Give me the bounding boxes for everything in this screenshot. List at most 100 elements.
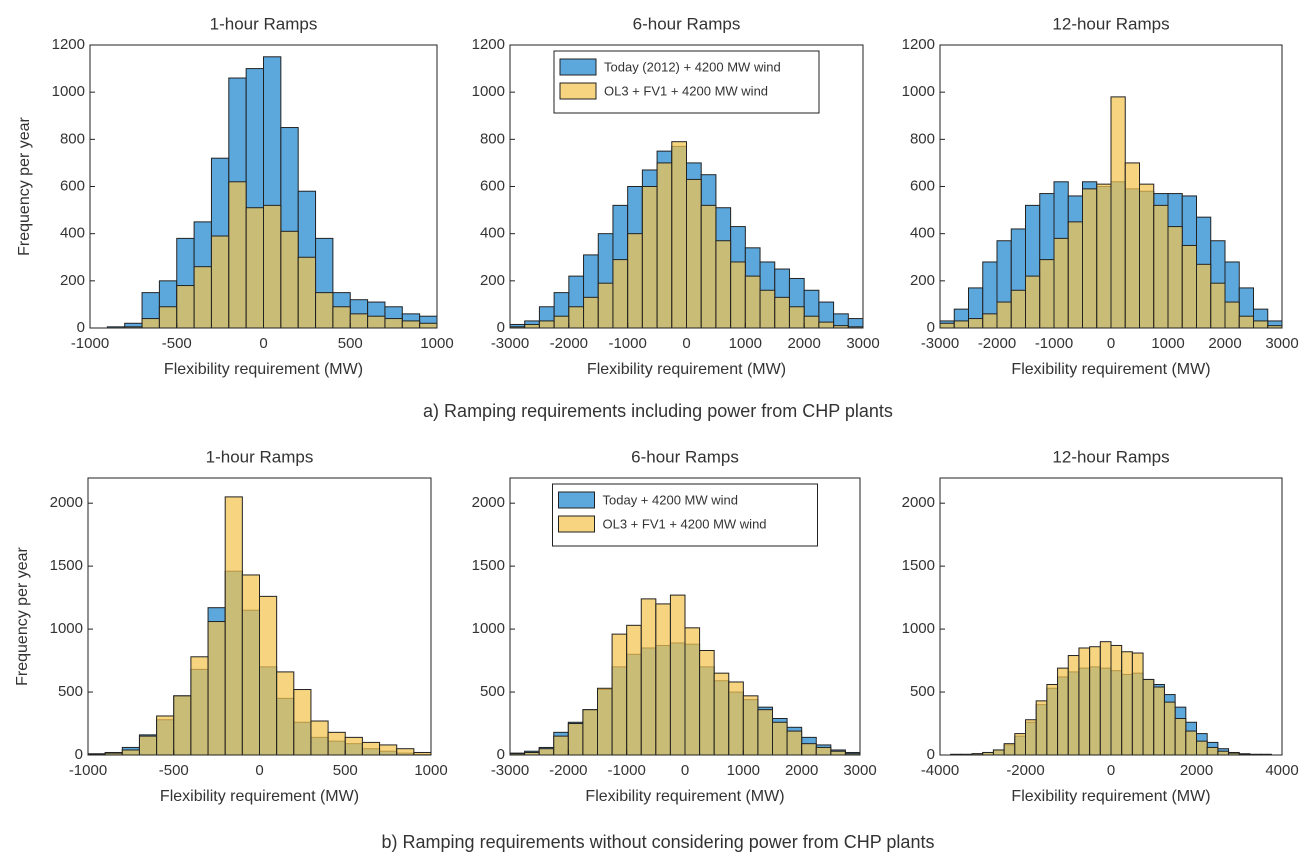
- histogram-bar: [327, 731, 346, 756]
- x-tick-label: 1000: [420, 335, 453, 352]
- y-tick-label: 500: [58, 683, 83, 700]
- histogram-bar: [349, 313, 369, 329]
- histogram-bar: [280, 230, 299, 329]
- legend-label: OL3 + FV1 + 4200 MW wind: [604, 83, 768, 98]
- histogram-bar: [1057, 667, 1069, 756]
- histogram-bar: [671, 141, 688, 329]
- histogram-bar: [996, 301, 1012, 329]
- y-tick-label: 800: [60, 130, 85, 147]
- y-tick-label: 1000: [50, 620, 83, 637]
- histogram-bar: [669, 594, 686, 756]
- y-axis-label: Frequency per year: [14, 546, 31, 685]
- x-tick-label: 0: [681, 762, 689, 779]
- x-tick-label: 3000: [846, 335, 879, 352]
- histogram-bar: [1089, 646, 1101, 756]
- histogram-bar: [1067, 655, 1080, 756]
- y-tick-label: 400: [480, 225, 505, 242]
- x-tick-label: -500: [159, 762, 189, 779]
- y-tick-label: 1000: [902, 83, 935, 100]
- histogram-bar: [1238, 315, 1254, 329]
- chart-title: 1-hour Ramps: [210, 14, 318, 33]
- histogram-bar: [419, 322, 438, 329]
- x-tick-label: 3000: [843, 762, 876, 779]
- histogram-bar: [176, 285, 195, 329]
- histogram-bar: [1210, 282, 1226, 329]
- legend-label: Today (2012) + 4200 MW wind: [604, 59, 781, 74]
- x-tick-label: 0: [1107, 762, 1115, 779]
- histogram-bar: [207, 621, 226, 756]
- x-tick-label: 2000: [787, 335, 820, 352]
- x-tick-label: -500: [162, 335, 192, 352]
- caption: a) Ramping requirements including power …: [423, 401, 893, 421]
- y-axis-label: Frequency per year: [16, 116, 33, 255]
- histogram-bar: [263, 204, 282, 329]
- histogram-bar: [1025, 719, 1037, 756]
- histogram-bar: [815, 746, 832, 756]
- histogram-bar: [538, 320, 555, 329]
- histogram-bar: [730, 261, 746, 329]
- histogram-bar: [992, 749, 1005, 756]
- y-tick-label: 2000: [50, 494, 83, 511]
- y-tick-label: 0: [927, 746, 935, 763]
- histogram-bar: [713, 672, 730, 756]
- y-tick-label: 1000: [902, 620, 935, 637]
- histogram-bar: [1253, 320, 1269, 329]
- x-axis-label: Flexibility requirement (MW): [1011, 361, 1210, 378]
- chart-title: 6-hour Ramps: [631, 447, 739, 466]
- x-tick-label: 1000: [727, 762, 760, 779]
- histogram-bar: [1053, 237, 1069, 329]
- histogram-bar: [567, 723, 584, 756]
- x-tick-label: -1000: [1035, 335, 1073, 352]
- histogram-bar: [1163, 701, 1176, 756]
- histogram-bar: [1110, 96, 1126, 329]
- histogram-bar: [1196, 263, 1212, 329]
- histogram-bar: [276, 671, 295, 756]
- histogram-bar: [788, 306, 805, 329]
- x-tick-label: -3000: [921, 335, 959, 352]
- x-tick-label: -2000: [550, 335, 588, 352]
- x-tick-label: -3000: [491, 762, 529, 779]
- x-tick-label: 0: [255, 762, 263, 779]
- histogram-bar: [259, 595, 278, 756]
- x-tick-label: 1000: [729, 335, 762, 352]
- y-tick-label: 600: [910, 177, 935, 194]
- x-tick-label: 2000: [1180, 762, 1213, 779]
- histogram-bar: [361, 741, 381, 756]
- histogram-bar: [1224, 301, 1240, 329]
- histogram-bar: [1142, 678, 1155, 756]
- histogram-bar: [611, 633, 628, 756]
- histogram-bar: [640, 598, 657, 756]
- histogram-bar: [193, 266, 212, 329]
- histogram-bar: [293, 689, 312, 756]
- histogram-bar: [158, 306, 178, 329]
- x-tick-label: 0: [1107, 335, 1115, 352]
- legend-box: [552, 483, 818, 547]
- y-tick-label: 200: [60, 272, 85, 289]
- histogram-bar: [384, 318, 403, 329]
- chart-title: 12-hour Ramps: [1052, 447, 1169, 466]
- y-tick-label: 2000: [902, 494, 935, 511]
- histogram-bar: [1121, 651, 1133, 756]
- caption: b) Ramping requirements without consider…: [382, 832, 935, 852]
- histogram-bar: [818, 321, 835, 329]
- histogram-bar: [655, 603, 671, 756]
- histogram-bar: [228, 181, 247, 329]
- x-tick-label: -2000: [549, 762, 587, 779]
- histogram-bar: [786, 730, 803, 756]
- x-tick-label: -2000: [1006, 762, 1044, 779]
- histogram-bar: [684, 627, 701, 756]
- y-tick-label: 1500: [902, 557, 935, 574]
- histogram-bar: [524, 323, 540, 329]
- legend-label: OL3 + FV1 + 4200 MW wind: [603, 516, 767, 531]
- histogram-bar: [1096, 183, 1112, 329]
- y-tick-label: 800: [480, 130, 505, 147]
- histogram-bar: [1014, 733, 1026, 756]
- histogram-bar: [1025, 275, 1041, 329]
- histogram-bar: [801, 743, 817, 756]
- histogram-bar: [210, 235, 230, 329]
- histogram-bar: [553, 735, 569, 756]
- legend-swatch: [559, 82, 597, 100]
- x-tick-label: -3000: [491, 335, 529, 352]
- histogram-bar: [1067, 221, 1083, 329]
- y-tick-label: 0: [77, 319, 85, 336]
